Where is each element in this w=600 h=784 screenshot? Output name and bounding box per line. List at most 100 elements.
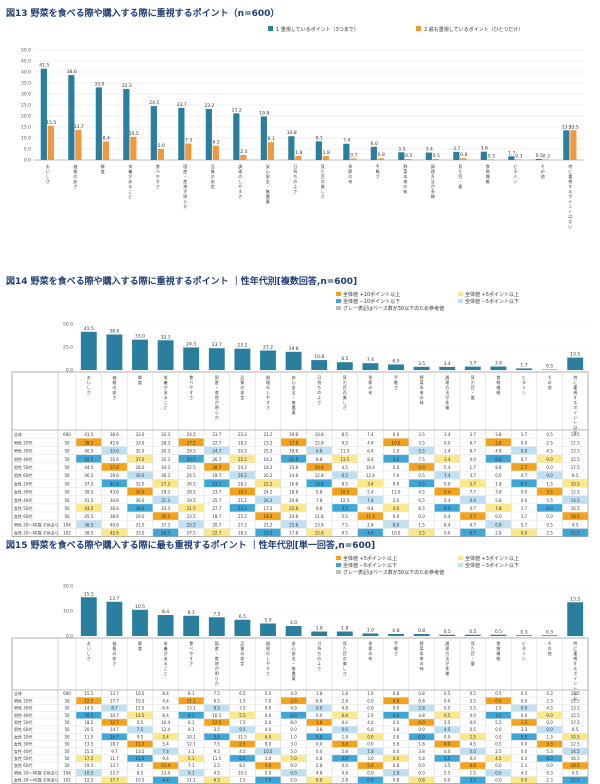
table-cell: 6.5 [342, 473, 349, 478]
legend-swatch [458, 299, 463, 303]
bar-primary [508, 156, 514, 160]
table-cell: 10.5 [136, 691, 145, 696]
table-cell: 11.5 [84, 734, 93, 739]
y-tick-label: 10.0 [21, 136, 31, 142]
table-cell: 2.7 [521, 465, 528, 470]
table-cell: 27.5 [187, 531, 196, 536]
bar-primary [206, 109, 212, 160]
data-label: 19.8 [259, 110, 269, 116]
table-cell: 13.5 [571, 706, 580, 711]
table-cell: 0.5 [495, 742, 502, 747]
table-cell: 19.5 [84, 763, 93, 768]
table-cell: 26.7 [212, 457, 221, 462]
table-cell: 8.5 [572, 727, 579, 732]
table-cell: 3.5 [214, 727, 221, 732]
table-cell: 0.8 [342, 770, 349, 775]
table-cell: 6.4 [444, 514, 451, 519]
data-label: 3.4 [444, 361, 451, 367]
bar [542, 635, 558, 636]
bar-secondary [405, 159, 411, 160]
category-label: 見た目・量 [458, 163, 462, 189]
bar [439, 367, 455, 370]
table-cell: 0.0 [546, 506, 553, 511]
data-label: 13.5 [570, 596, 580, 602]
table-cell: 1.5 [418, 522, 425, 527]
table-cell: 1.7 [470, 465, 477, 470]
table-cell: 27.3 [161, 481, 170, 486]
table-cell: 0.0 [418, 763, 425, 768]
bar [337, 632, 353, 637]
table-cell: 24.7 [212, 449, 221, 454]
bar [260, 624, 276, 637]
table-cell: 13.8 [315, 522, 324, 527]
table-cell: 0.3 [546, 691, 553, 696]
table-cell: 9.5 [239, 727, 246, 732]
category-label: 季節の旬 [348, 163, 352, 184]
y-tick-label: 20.0 [63, 584, 73, 590]
table-cell: 6.0 [290, 713, 297, 718]
table-cell: 0.0 [546, 727, 553, 732]
bar-secondary [240, 155, 246, 160]
table-cell: 0.8 [393, 691, 400, 696]
y-tick-label: 30.0 [21, 92, 31, 98]
table-cell: 8.4 [162, 713, 169, 718]
figure-14-chart: 全体値 +10ポイント以上全体値 +5ポイント以上全体値 −10ポイント以下全体… [6, 288, 594, 540]
table-header-cell: 手軽さ [394, 374, 398, 390]
bar-secondary [378, 158, 384, 160]
table-cell: 0.0 [393, 756, 400, 761]
data-label: 41.5 [84, 326, 94, 332]
table-cell: 3.5 [444, 763, 451, 768]
bar-secondary [350, 158, 356, 160]
table-cell: 27.7 [212, 506, 221, 511]
table-cell: 16.7 [110, 734, 119, 739]
table-cell: 10.5 [136, 698, 145, 703]
table-cell: 9.0 [265, 706, 272, 711]
category-label: 野菜本来の味 [403, 163, 407, 194]
table-n-cell: 50 [64, 490, 70, 495]
table-cell: 10.5 [212, 713, 221, 718]
table-n-cell: 50 [64, 742, 70, 747]
data-label: 6.0 [371, 141, 378, 147]
category-label: 調理のしやすさ [238, 163, 242, 199]
table-cell: 34.0 [136, 490, 145, 495]
table-frame [12, 638, 588, 784]
table-cell: 38.0 [136, 506, 145, 511]
data-label: 0.5 [444, 629, 451, 635]
table-cell: 3.3 [521, 727, 528, 732]
bar [414, 367, 430, 370]
table-cell: 0.0 [418, 514, 425, 519]
table-row-label: 男性 20代 [14, 697, 32, 703]
bar [490, 635, 506, 636]
table-cell: 7.4 [367, 432, 374, 437]
table-cell: 7.5 [214, 691, 221, 696]
table-cell: 9.1 [188, 770, 195, 775]
table-cell: 44.5 [84, 465, 93, 470]
table-cell: 12.5 [84, 778, 93, 783]
table-cell: 12.5 [340, 498, 349, 503]
table-cell: 2.5 [546, 440, 553, 445]
table-cell: 8.5 [137, 770, 144, 775]
table-cell: 20.8 [289, 498, 298, 503]
table-cell: 0.0 [444, 742, 451, 747]
bar-secondary [488, 159, 494, 160]
table-cell: 7.0 [393, 473, 400, 478]
table-cell: 8.7 [470, 449, 477, 454]
table-cell: 11.1 [187, 778, 196, 783]
legend-label: 全体値 −5ポイント以下 [465, 298, 519, 305]
table-cell: 11.4 [161, 763, 170, 768]
bar-primary [426, 153, 432, 160]
table-cell: 24.2 [238, 465, 247, 470]
table-cell: 42.5 [84, 457, 93, 462]
table-cell: 1.0 [367, 691, 374, 696]
table-cell: 5.8 [495, 498, 502, 503]
table-cell: 23.2 [238, 506, 247, 511]
data-label: 7.4 [367, 357, 374, 363]
table-cell: 5.5 [495, 720, 502, 725]
table-cell: 0.0 [546, 465, 553, 470]
data-label: 3.8 [481, 146, 488, 152]
data-label: 5.0 [158, 143, 165, 149]
data-label: 13.7 [74, 124, 84, 130]
table-cell: 3.0 [393, 457, 400, 462]
data-label: 8.4 [162, 609, 169, 615]
data-label: 6.5 [213, 140, 220, 146]
